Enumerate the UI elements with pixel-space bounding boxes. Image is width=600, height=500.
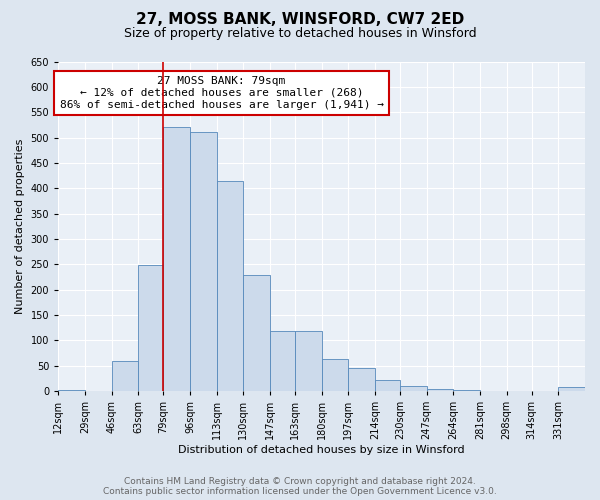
X-axis label: Distribution of detached houses by size in Winsford: Distribution of detached houses by size … xyxy=(178,445,465,455)
Bar xyxy=(270,331,295,391)
Y-axis label: Number of detached properties: Number of detached properties xyxy=(15,138,25,314)
Bar xyxy=(163,128,190,391)
Bar xyxy=(217,180,243,391)
Bar xyxy=(58,390,85,391)
Text: Size of property relative to detached houses in Winsford: Size of property relative to detached ho… xyxy=(124,28,476,40)
Bar xyxy=(454,390,480,391)
Text: 27, MOSS BANK, WINSFORD, CW7 2ED: 27, MOSS BANK, WINSFORD, CW7 2ED xyxy=(136,12,464,28)
Bar xyxy=(112,360,138,391)
Bar xyxy=(348,368,375,391)
Text: Contains HM Land Registry data © Crown copyright and database right 2024.
Contai: Contains HM Land Registry data © Crown c… xyxy=(103,476,497,496)
Bar xyxy=(480,390,506,391)
Bar xyxy=(138,266,163,391)
Text: 27 MOSS BANK: 79sqm
← 12% of detached houses are smaller (268)
86% of semi-detac: 27 MOSS BANK: 79sqm ← 12% of detached ho… xyxy=(59,76,383,110)
Bar xyxy=(375,380,400,391)
Bar xyxy=(400,386,427,391)
Bar xyxy=(559,387,585,391)
Bar xyxy=(322,359,348,391)
Bar xyxy=(243,276,270,391)
Bar xyxy=(427,388,454,391)
Bar xyxy=(295,331,322,391)
Bar xyxy=(190,132,217,391)
